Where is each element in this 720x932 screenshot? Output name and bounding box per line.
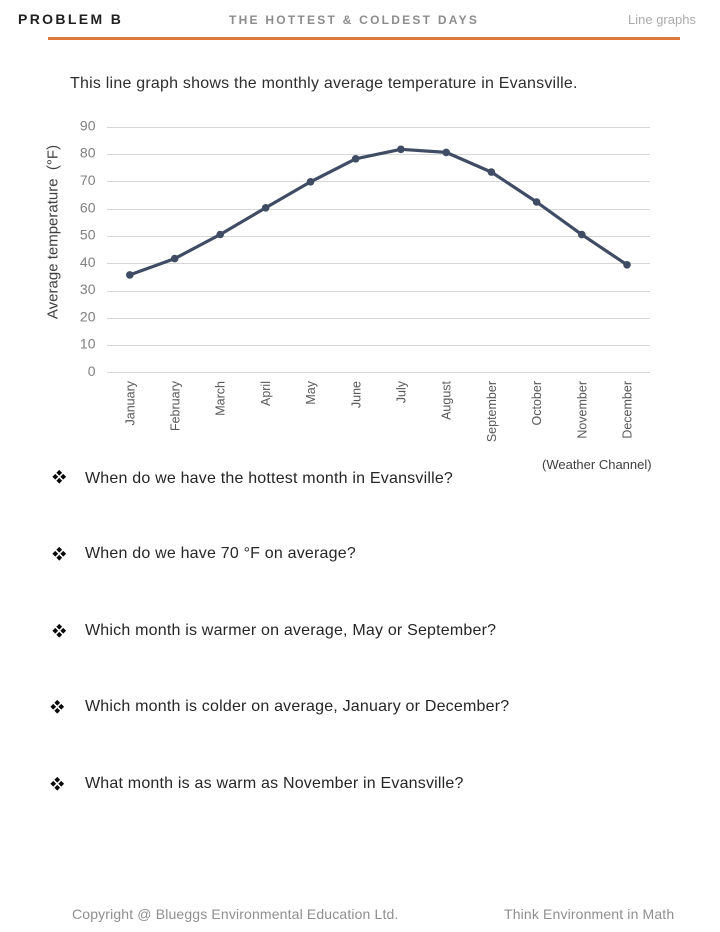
svg-text:90: 90	[80, 117, 96, 133]
svg-text:Average temperature (°F): Average temperature (°F)	[45, 145, 62, 319]
svg-text:January: January	[123, 380, 137, 425]
svg-text:30: 30	[80, 281, 96, 297]
svg-text:10: 10	[80, 336, 96, 352]
svg-text:50: 50	[80, 227, 96, 243]
svg-text:March: March	[214, 381, 228, 416]
svg-text:September: September	[485, 381, 499, 442]
svg-text:0: 0	[88, 363, 96, 379]
svg-text:July: July	[395, 380, 409, 403]
svg-text:40: 40	[80, 254, 96, 270]
svg-text:20: 20	[80, 308, 96, 324]
svg-text:April: April	[259, 381, 273, 406]
svg-text:November: November	[575, 381, 589, 439]
svg-text:May: May	[304, 380, 318, 404]
svg-text:February: February	[169, 380, 183, 431]
svg-text:October: October	[530, 381, 544, 425]
svg-text:80: 80	[80, 145, 96, 161]
svg-text:70: 70	[80, 172, 96, 188]
svg-text:December: December	[621, 381, 635, 439]
svg-text:August: August	[440, 380, 454, 419]
svg-text:60: 60	[80, 199, 96, 215]
svg-text:June: June	[349, 381, 363, 408]
